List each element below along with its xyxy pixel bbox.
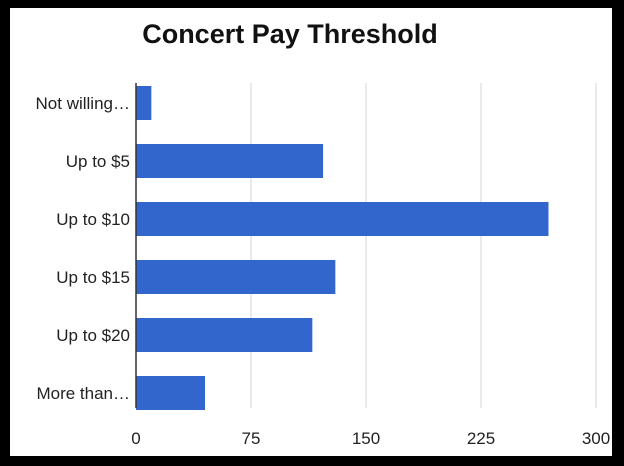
x-tick-label: 225 (467, 429, 495, 448)
bar (136, 318, 313, 352)
x-tick-label: 75 (242, 429, 261, 448)
bar (136, 376, 205, 410)
category-labels: Not willing… Up to $5 Up to $10 Up to $15 Up… (36, 94, 130, 403)
chart-frame: Concert Pay Threshold Not willing… Up to … (10, 8, 612, 456)
x-tick-label: 150 (352, 429, 380, 448)
category-label: Up to $20 (56, 326, 130, 345)
chart-title: Concert Pay Threshold (142, 19, 438, 49)
bar-chart: Concert Pay Threshold Not willing… Up to … (36, 19, 611, 448)
bar (136, 260, 336, 294)
bar (136, 86, 152, 120)
category-label: Up to $15 (56, 268, 130, 287)
gridlines (250, 83, 597, 408)
bars (136, 86, 549, 410)
category-label: Up to $5 (66, 152, 130, 171)
category-label: Up to $10 (56, 210, 130, 229)
x-tick-labels: 0 75 150 225 300 (131, 429, 610, 448)
bar (136, 144, 324, 178)
x-tick-label: 300 (582, 429, 610, 448)
category-label: Not willing… (36, 94, 130, 113)
category-label: More than… (36, 384, 130, 403)
x-tick-label: 0 (131, 429, 140, 448)
bar (136, 202, 549, 236)
